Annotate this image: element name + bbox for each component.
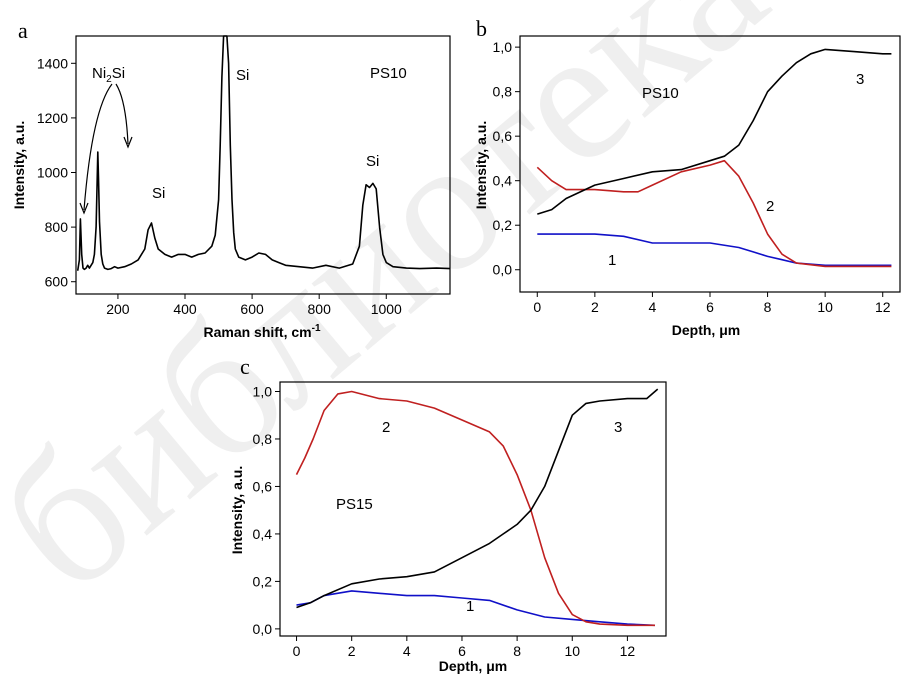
panel-b-x-tick-label: 8 [764, 299, 772, 315]
panel-a-sample-label: PS10 [370, 65, 407, 82]
panel-b-y-tick-label: 0,4 [493, 173, 513, 189]
panel-b-y-tick-label: 0,2 [493, 217, 513, 233]
panel-a-arrow-right-head [123, 136, 133, 149]
panel-b-x-tick-label: 12 [875, 299, 891, 315]
panel-b-y-tick-label: 0,8 [493, 84, 513, 100]
panel-b-series-2-line [536, 159, 892, 268]
panel-b-x-tick-label: 0 [533, 299, 541, 315]
panel-b-x-tick-label: 2 [591, 299, 599, 315]
panel-a: 200 400 600 800 1000 600 800 1000 1200 1400 Inten… [11, 35, 451, 340]
panel-c-sample-label: PS15 [336, 496, 373, 513]
panel-c-y-tick-label: 0,6 [253, 478, 273, 494]
panel-a-y-tick-label: 1200 [37, 110, 68, 126]
panel-a-tick-labels: 200 400 600 800 1000 600 800 1000 1200 1400 [37, 55, 402, 317]
panel-c-y-tick-label: 0,0 [253, 621, 273, 637]
panel-a-ticks [71, 62, 387, 299]
panel-c-ticks [275, 390, 628, 641]
panel-c-y-tick-label: 1,0 [253, 383, 273, 399]
panel-b-y-tick-label: 0,6 [493, 128, 513, 144]
ni-label: Ni [92, 65, 106, 82]
panel-a-arrow-left-head [79, 202, 89, 215]
panel-a-x-tick-label: 400 [173, 301, 197, 317]
panel-c-x-tick-label: 6 [458, 643, 466, 659]
panel-c-series-1-line [296, 590, 656, 627]
panel-a-series [76, 35, 451, 271]
panel-b-letter: b [476, 16, 487, 41]
panel-a-y-axis-label: Intensity, a.u. [11, 121, 27, 209]
panel-a-arrow-right [115, 83, 129, 145]
panel-a-y-tick-label: 600 [45, 274, 69, 290]
panel-a-y-tick-label: 1400 [37, 55, 68, 71]
panel-b-series [536, 48, 892, 268]
panel-a-x-axis-label-sup: -1 [312, 323, 321, 334]
panel-c-x-tick-label: 12 [620, 643, 636, 659]
panel-c-x-tick-label: 2 [348, 643, 356, 659]
panel-c-x-tick-label: 8 [513, 643, 521, 659]
panel-a-si-520-label: Si [236, 67, 249, 84]
panel-c-y-axis-label: Intensity, a.u. [229, 466, 245, 554]
panel-c-curve-3-label: 3 [614, 419, 622, 436]
panel-c-y-tick-label: 0,8 [253, 431, 273, 447]
panel-a-y-tick-label: 800 [45, 219, 69, 235]
panel-a-axes-frame [75, 35, 451, 295]
panel-c-tick-labels: 0 2 4 6 8 10 120,00,20,40,60,81,0 [253, 383, 636, 659]
panel-c-x-tick-label: 0 [293, 643, 301, 659]
panel-b-x-tick-label: 10 [817, 299, 833, 315]
panel-a-x-axis-label: Raman shift, cm-1 [203, 323, 320, 340]
ni-label-si: Si [112, 65, 125, 82]
panel-b-y-axis-label: Intensity, a.u. [473, 121, 489, 209]
panel-b-curve-3-label: 3 [856, 71, 864, 88]
ni-subscript: 2 [106, 74, 112, 85]
panel-b-sample-label: PS10 [642, 85, 679, 102]
panel-b-y-tick-label: 0,0 [493, 262, 513, 278]
panel-c-curve-1-label: 1 [466, 598, 474, 615]
panel-b-x-axis-label: Depth, μm [672, 322, 740, 338]
panel-a-x-tick-label: 1000 [371, 301, 402, 317]
panel-a-si-960-label: Si [366, 153, 379, 170]
panel-b-series-3-line [537, 48, 892, 215]
panel-a-si-300-label: Si [152, 185, 165, 202]
panel-b-curve-2-label: 2 [766, 198, 774, 215]
panel-a-x-tick-label: 200 [106, 301, 130, 317]
panel-c-axes-frame [279, 381, 667, 637]
panel-c-x-tick-label: 4 [403, 643, 411, 659]
panel-b: 0 2 4 6 8 10 120,00,20,40,60,81,0 Intensity, a… [473, 35, 901, 338]
panel-c-series [295, 388, 659, 627]
panel-c-series-2-line [295, 390, 655, 627]
panel-b-x-tick-label: 6 [706, 299, 714, 315]
panel-a-series-1-line [76, 35, 451, 271]
panel-a-x-axis-label-text: Raman shift, cm [203, 324, 311, 340]
panel-b-ticks [515, 46, 884, 297]
panel-b-x-tick-label: 4 [649, 299, 657, 315]
panel-a-x-tick-label: 800 [308, 301, 332, 317]
panel-a-y-tick-label: 1000 [37, 165, 68, 181]
panel-b-curve-1-label: 1 [608, 252, 616, 269]
panel-b-series-1-line [537, 233, 892, 267]
panel-b-tick-labels: 0 2 4 6 8 10 120,00,20,40,60,81,0 [493, 39, 891, 315]
panel-c-y-tick-label: 0,2 [253, 573, 273, 589]
panel-c-x-axis-label: Depth, μm [439, 658, 507, 674]
panel-b-y-tick-label: 1,0 [493, 39, 513, 55]
panel-c-x-tick-label: 10 [564, 643, 580, 659]
panel-c-letter: c [240, 354, 250, 379]
panel-a-arrow-left [83, 83, 113, 211]
panel-c: 0 2 4 6 8 10 120,00,20,40,60,81,0 Intensity, a… [229, 381, 667, 674]
panel-c-y-tick-label: 0,4 [253, 526, 273, 542]
panel-a-letter: a [18, 18, 28, 43]
panel-c-series-3-line [296, 388, 659, 609]
panel-a-ni2si-label: Ni2Si [92, 65, 125, 85]
panel-c-curve-2-label: 2 [382, 419, 390, 436]
panel-a-x-tick-label: 600 [240, 301, 264, 317]
